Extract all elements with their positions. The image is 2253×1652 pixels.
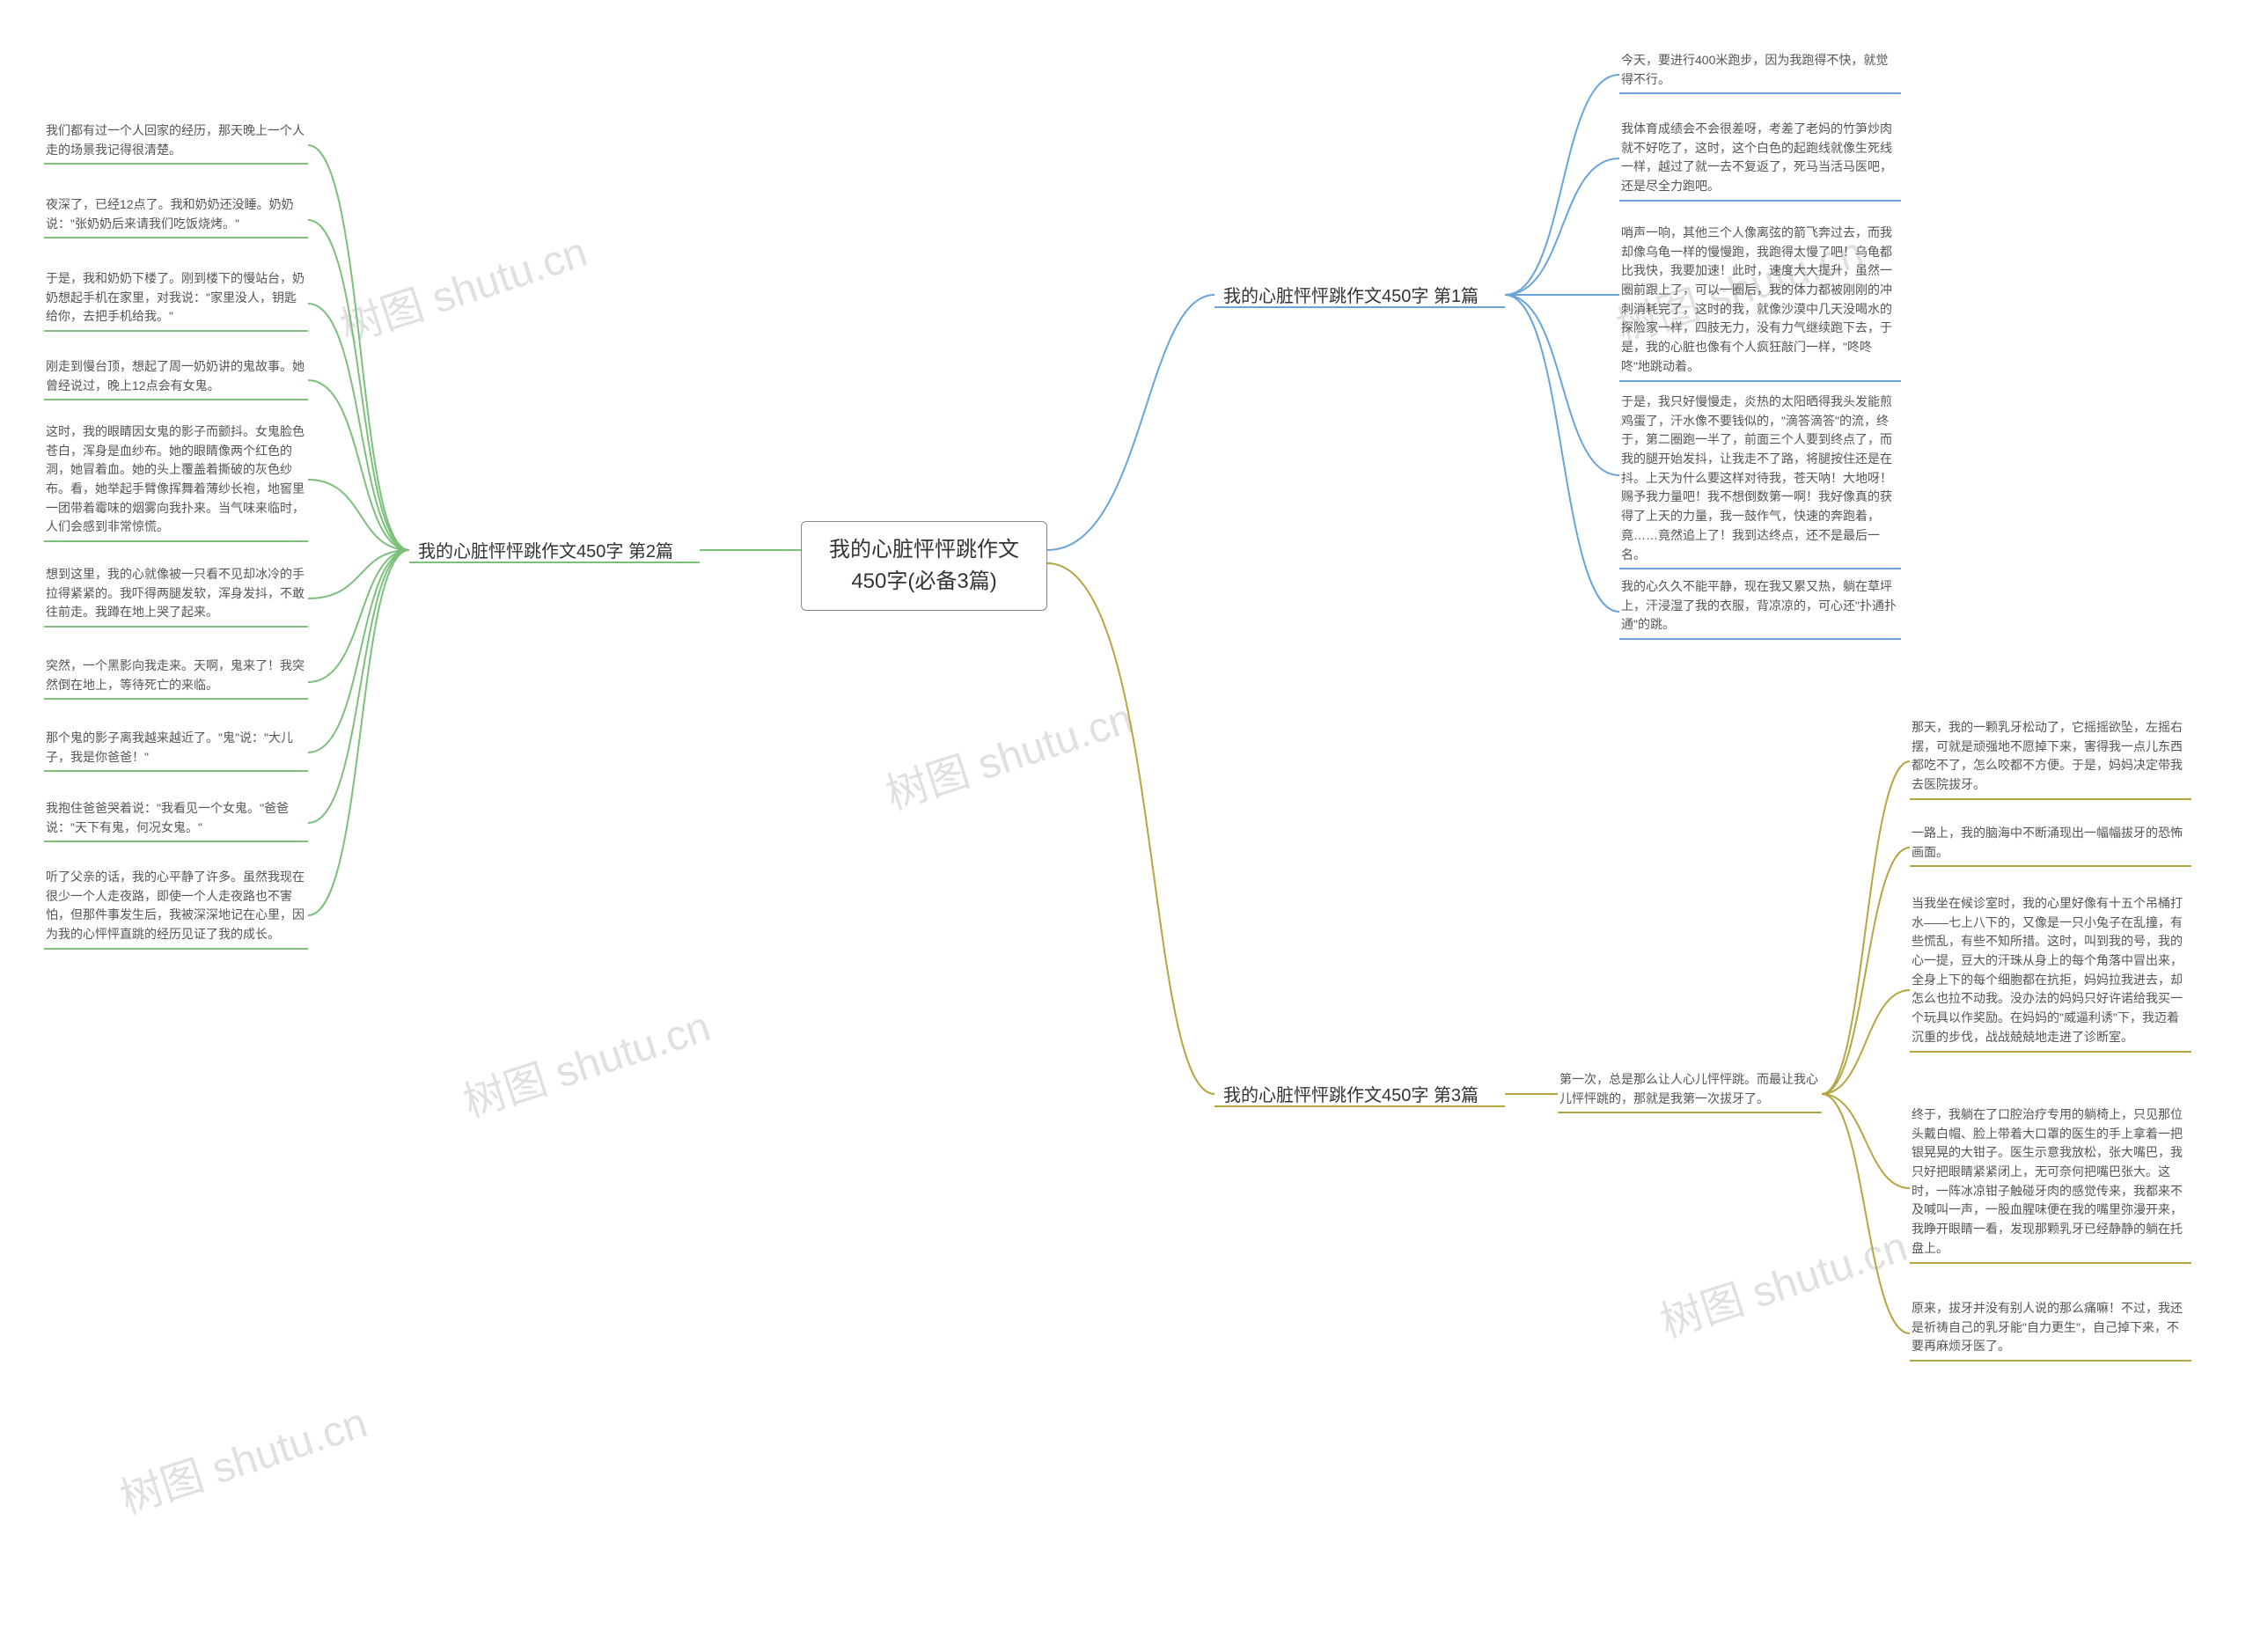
branch-1-leaf: 我体育成绩会不会很差呀，考差了老妈的竹笋炒肉就不好吃了，这时，这个白色的起跑线就…	[1619, 114, 1901, 202]
branch-1-underline	[1215, 306, 1505, 308]
branch-2-leaf: 刚走到慢台顶，想起了周一奶奶讲的鬼故事。她曾经说过，晚上12点会有女鬼。	[44, 352, 308, 400]
branch-2-leaf: 听了父亲的话，我的心平静了许多。虽然我现在很少一个人走夜路，即使一个人走夜路也不…	[44, 863, 308, 950]
branch-2-leaf: 那个鬼的影子离我越来越近了。"鬼"说："大儿子，我是你爸爸！"	[44, 723, 308, 772]
watermark: 树图 shutu.cn	[877, 684, 1139, 821]
branch-3-leaf: 一路上，我的脑海中不断涌现出一幅幅拔牙的恐怖画面。	[1910, 819, 2191, 867]
branch-3-leaf: 当我坐在候诊室时，我的心里好像有十五个吊桶打水——七上八下的，又像是一只小兔子在…	[1910, 889, 2191, 1053]
root-node: 我的心脏怦怦跳作文450字(必备3篇)	[801, 521, 1047, 611]
branch-2-leaf: 夜深了，已经12点了。我和奶奶还没睡。奶奶说："张奶奶后来请我们吃饭烧烤。"	[44, 190, 308, 239]
branch-3-title: 我的心脏怦怦跳作文450字 第3篇	[1223, 1081, 1479, 1106]
branch-1-title: 我的心脏怦怦跳作文450字 第1篇	[1223, 282, 1479, 307]
watermark: 树图 shutu.cn	[454, 992, 716, 1129]
watermark: 树图 shutu.cn	[1651, 1212, 1913, 1349]
branch-2-leaf: 突然，一个黑影向我走来。天啊，鬼来了！我突然倒在地上，等待死亡的来临。	[44, 651, 308, 700]
branch-3-leaf: 原来，拔牙并没有别人说的那么痛嘛！不过，我还是祈祷自己的乳牙能"自力更生"，自己…	[1910, 1294, 2191, 1362]
branch-3-intro: 第一次，总是那么让人心儿怦怦跳。而最让我心儿怦怦跳的，那就是我第一次拔牙了。	[1558, 1065, 1822, 1113]
branch-3-leaf: 那天，我的一颗乳牙松动了，它摇摇欲坠，左摇右摆，可就是顽强地不愿掉下来，害得我一…	[1910, 713, 2191, 800]
branch-2-title: 我的心脏怦怦跳作文450字 第2篇	[418, 537, 673, 562]
branch-2-leaf: 想到这里，我的心就像被一只看不见却冰冷的手拉得紧紧的。我吓得两腿发软，浑身发抖，…	[44, 560, 308, 628]
branch-1-leaf: 哨声一响，其他三个人像离弦的箭飞奔过去，而我却像乌龟一样的慢慢跑，我跑得太慢了吧…	[1619, 218, 1901, 382]
branch-2-underline	[409, 562, 700, 563]
branch-2-leaf: 这时，我的眼睛因女鬼的影子而颤抖。女鬼脸色苍白，浑身是血纱布。她的眼睛像两个红色…	[44, 417, 308, 542]
branch-1-leaf: 我的心久久不能平静，现在我又累又热，躺在草坪上，汗浸湿了我的衣服，背凉凉的，可心…	[1619, 572, 1901, 640]
branch-2-leaf: 我抱住爸爸哭着说："我看见一个女鬼。"爸爸说："天下有鬼，何况女鬼。"	[44, 794, 308, 842]
watermark: 树图 shutu.cn	[111, 1388, 373, 1525]
branch-2-leaf: 我们都有过一个人回家的经历，那天晚上一个人走的场景我记得很清楚。	[44, 116, 308, 165]
branch-3-underline	[1215, 1105, 1505, 1107]
watermark: 树图 shutu.cn	[331, 217, 593, 355]
branch-2-leaf: 于是，我和奶奶下楼了。刚到楼下的慢站台，奶奶想起手机在家里，对我说："家里没人，…	[44, 264, 308, 332]
branch-3-leaf: 终于，我躺在了口腔治疗专用的躺椅上，只见那位头戴白帽、脸上带着大口罩的医生的手上…	[1910, 1100, 2191, 1264]
branch-1-leaf: 今天，要进行400米跑步，因为我跑得不快，就觉得不行。	[1619, 46, 1901, 94]
branch-1-leaf: 于是，我只好慢慢走，炎热的太阳晒得我头发能煎鸡蛋了，汗水像不要钱似的，"滴答滴答…	[1619, 387, 1901, 569]
